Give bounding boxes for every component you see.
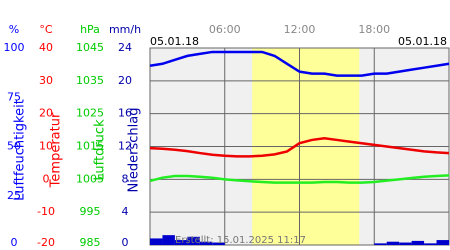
- date-label: 05.01.18: [398, 35, 447, 48]
- axis-title: Luftdruck: [93, 119, 108, 181]
- y-tick-label: 16: [118, 107, 132, 120]
- precip-bar: [199, 241, 213, 245]
- y-tick-label: 24: [118, 41, 132, 54]
- y-tick-label: 985: [80, 236, 101, 249]
- y-tick-label: 0: [11, 236, 18, 249]
- y-tick-label: 4: [122, 205, 129, 218]
- axis-title: Temperatur: [49, 112, 64, 188]
- precip-bar: [399, 242, 412, 245]
- y-tick-label: 100: [4, 41, 25, 54]
- y-tick-label: 20: [118, 74, 132, 87]
- precip-bar: [424, 243, 437, 245]
- y-tick-label: 25: [7, 189, 21, 202]
- y-tick-label: 0: [43, 172, 50, 185]
- plot-frame: [149, 47, 450, 246]
- axis-unit: hPa: [80, 23, 100, 36]
- y-tick-label: 40: [39, 41, 53, 54]
- axis-unit: mm/h: [109, 23, 141, 36]
- precip-bar: [150, 238, 163, 245]
- y-tick-label: 1045: [76, 41, 104, 54]
- y-tick-label: 1025: [76, 107, 104, 120]
- series-line: [149, 137, 450, 158]
- precip-bar: [411, 240, 425, 245]
- precip-bar: [162, 235, 175, 245]
- x-tick-label: 12:00: [284, 23, 316, 36]
- y-tick-label: 1005: [76, 172, 104, 185]
- y-tick-label: 995: [80, 205, 101, 218]
- credit: Erstellt: 15.01.2025 11:17: [175, 235, 306, 246]
- x-tick-label: 18:00: [358, 23, 390, 36]
- y-tick-label: -20: [37, 236, 55, 249]
- y-tick-label: 50: [7, 140, 21, 153]
- y-tick-label: 10: [39, 140, 53, 153]
- y-tick-label: 0: [122, 236, 129, 249]
- precip-bar: [174, 240, 188, 245]
- axis-unit: %: [9, 23, 19, 36]
- precip-bar: [436, 240, 449, 245]
- axis-title: Luftfeuchtigkeit: [13, 99, 28, 201]
- series-line: [149, 174, 450, 184]
- x-tick-label: 06:00: [209, 23, 241, 36]
- date-label: 05.01.18: [150, 35, 199, 48]
- y-tick-label: 1035: [76, 74, 104, 87]
- y-tick-label: 1015: [76, 140, 104, 153]
- y-tick-label: -10: [37, 205, 55, 218]
- y-tick-label: 30: [39, 74, 53, 87]
- axis-unit: °C: [39, 23, 53, 36]
- y-tick-label: 75: [7, 90, 21, 103]
- precip-bar: [374, 243, 387, 245]
- precip-bar: [187, 236, 200, 245]
- axis-title: Niederschlag: [127, 108, 142, 193]
- y-tick-label: 12: [118, 140, 132, 153]
- y-tick-label: 8: [122, 172, 129, 185]
- series-line: [149, 50, 450, 77]
- y-tick-label: 20: [39, 107, 53, 120]
- precip-bar: [386, 241, 400, 245]
- precip-bar: [212, 242, 225, 245]
